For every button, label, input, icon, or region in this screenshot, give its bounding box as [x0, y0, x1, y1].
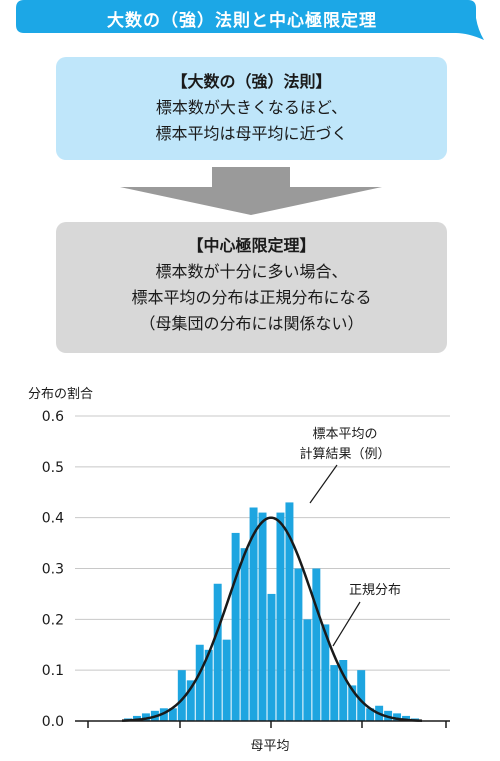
law-line-1: 標本数が大きくなるほど、	[155, 98, 348, 117]
normal-curve	[122, 516, 423, 722]
histogram-bar	[402, 715, 411, 721]
y-axis-label: 分布の割合	[28, 386, 93, 402]
clt-line-1: 標本数が十分に多い場合、	[155, 262, 348, 281]
histogram-bar	[348, 685, 357, 721]
histogram-bar	[213, 583, 222, 721]
histogram-annotation-label: 標本平均の	[312, 427, 377, 442]
histogram-bar	[339, 660, 348, 721]
histogram-bar	[177, 670, 186, 721]
clt-line-2: 標本平均の分布は正規分布になる	[131, 288, 372, 307]
histogram-bar	[366, 708, 375, 721]
clt-line-3: （母集団の分布には関係ない）	[139, 314, 364, 333]
central-limit-theorem-box: 【中心極限定理】 標本数が十分に多い場合、 標本平均の分布は正規分布になる （母…	[56, 222, 447, 353]
histogram-bar	[249, 507, 258, 721]
y-tick-label: 0.0	[42, 714, 64, 730]
law-line-2: 標本平均は母平均に近づく	[155, 124, 348, 143]
curve-annotation-leader	[332, 601, 361, 647]
y-tick-label: 0.4	[42, 511, 64, 527]
y-tick-label: 0.3	[42, 562, 64, 578]
histogram-bar	[159, 708, 168, 721]
y-tick-labels: 0.0 0.1 0.2 0.3 0.4 0.5 0.6	[42, 409, 64, 730]
y-tick-label: 0.6	[42, 409, 64, 425]
histogram-bar	[312, 568, 321, 721]
histogram-bar	[240, 548, 249, 721]
law-heading: 【大数の（強）法則】	[171, 72, 332, 91]
histogram-bar	[267, 593, 276, 721]
y-tick-label: 0.2	[42, 612, 64, 628]
histogram-bar	[393, 713, 402, 721]
histogram-bar	[141, 713, 150, 721]
y-tick-label: 0.5	[42, 460, 64, 476]
down-arrow-icon	[120, 167, 382, 215]
title-banner: 大数の（強）法則と中心極限定理	[16, 0, 484, 46]
histogram-bar	[258, 512, 267, 721]
histogram-annotation-label: 計算結果（例）	[299, 446, 390, 462]
histogram-annotation-leader	[309, 464, 338, 504]
histogram-bar	[195, 644, 204, 721]
histogram-bar	[330, 665, 339, 721]
distribution-chart: 分布の割合 0.0 0.1 0.2 0.3 0.4 0.5 0.6 標本平均の計算結果（例）…	[28, 386, 450, 754]
clt-heading: 【中心極限定理】	[187, 236, 316, 255]
histogram-bar	[294, 568, 303, 721]
banner-shape	[16, 0, 484, 40]
histogram-bar	[303, 619, 312, 721]
histogram-bar	[357, 670, 366, 721]
histogram-bar	[285, 502, 294, 721]
curve-annotation-label: 正規分布	[349, 583, 401, 598]
histogram-bar	[204, 649, 213, 721]
histogram-bars	[124, 502, 419, 721]
x-axis-label: 母平均	[250, 739, 289, 754]
histogram-bar	[168, 708, 177, 721]
histogram-bar	[276, 512, 285, 721]
banner-title: 大数の（強）法則と中心極限定理	[107, 11, 377, 31]
histogram-bar	[321, 624, 330, 721]
law-of-large-numbers-box: 【大数の（強）法則】 標本数が大きくなるほど、 標本平均は母平均に近づく	[56, 57, 447, 160]
x-axis	[75, 720, 450, 728]
histogram-bar	[231, 532, 240, 721]
histogram-bar	[186, 680, 195, 721]
y-tick-label: 0.1	[42, 663, 64, 679]
histogram-bar	[222, 639, 231, 721]
